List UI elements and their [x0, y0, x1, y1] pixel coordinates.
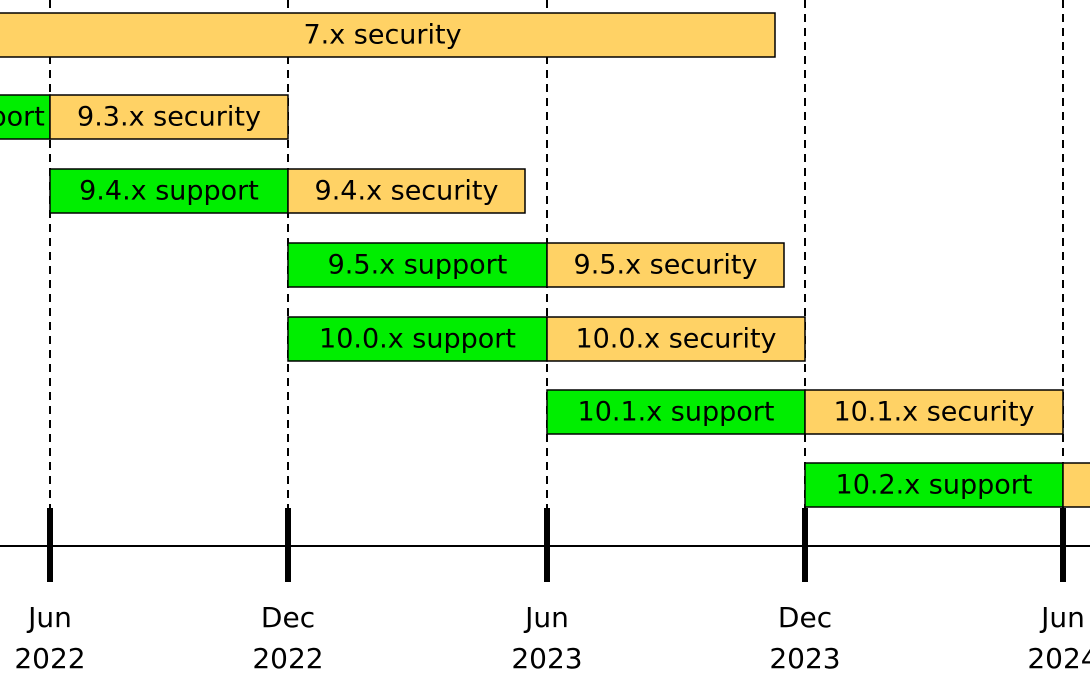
bar-label: 10.1.x security: [833, 397, 1034, 428]
bar: [546, 242, 785, 288]
axis-month: Jun: [26, 601, 72, 634]
axis-month: Jun: [1039, 601, 1085, 634]
axis-month: Dec: [261, 601, 315, 634]
axis-year: 2024: [1027, 642, 1090, 675]
bar-label: 9.3.x support: [0, 102, 45, 133]
bar-segment: 9.5.x support: [287, 242, 548, 288]
axis-month: Dec: [778, 601, 832, 634]
bar-segment: 9.3.x support: [0, 94, 51, 140]
bar: [1062, 462, 1090, 508]
bar-segment: 9.4.x security: [287, 168, 526, 214]
bar-segment: 9.3.x security: [49, 94, 289, 140]
bar-segment: 10.0.x support: [287, 316, 548, 362]
bar: [0, 12, 776, 58]
bar-segment: 9.4.x support: [49, 168, 289, 214]
bar-label: 7.x security: [303, 20, 461, 51]
bar-label: 10.2.x support: [836, 470, 1033, 501]
bar: [546, 316, 806, 362]
bar: [287, 168, 526, 214]
bar-segment: 9.5.x security: [546, 242, 785, 288]
axis-month: Jun: [523, 601, 569, 634]
axis-year: 2023: [511, 642, 582, 675]
axis-year: 2022: [252, 642, 323, 675]
bar: [804, 389, 1064, 435]
bar-label: 9.5.x support: [328, 250, 508, 281]
bar-label: 9.5.x security: [574, 250, 758, 281]
bar-segment: 10.2.x support: [804, 462, 1064, 508]
axis-year: 2022: [14, 642, 85, 675]
bar-segment: 7.x security: [0, 12, 776, 58]
bar-label: 9.4.x security: [315, 176, 499, 207]
bar-label: 10.0.x support: [319, 324, 516, 355]
bar-label: 9.4.x support: [79, 176, 259, 207]
bar-segment: 10.2.x security: [1062, 462, 1090, 508]
bar: [287, 242, 548, 288]
axis-year: 2023: [769, 642, 840, 675]
bar-label: 10.0.x security: [575, 324, 776, 355]
bar: [0, 94, 51, 140]
bar-segment: 10.0.x security: [546, 316, 806, 362]
bar: [49, 168, 289, 214]
bar: [804, 462, 1064, 508]
bar: [49, 94, 289, 140]
bar: [287, 316, 548, 362]
bar-label: 9.3.x security: [77, 102, 261, 133]
bar-label: 10.1.x support: [578, 397, 775, 428]
bar-segment: 10.1.x support: [546, 389, 806, 435]
bar-segment: 10.1.x security: [804, 389, 1064, 435]
